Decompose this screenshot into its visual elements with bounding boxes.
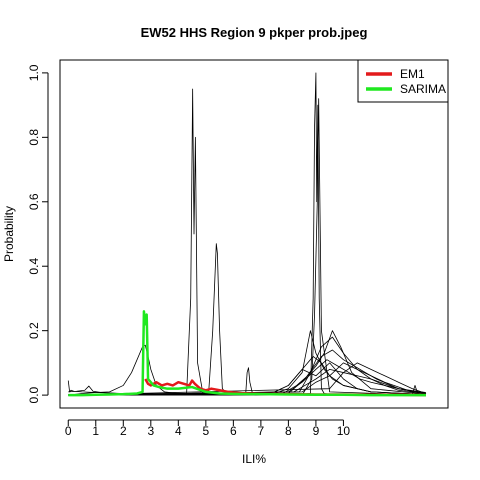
y-tick-label: 0.4 xyxy=(27,258,41,275)
series-line-14 xyxy=(68,362,427,396)
x-tick-label: 9 xyxy=(313,424,320,438)
series-line-3 xyxy=(68,88,426,396)
legend-label-1: SARIMA xyxy=(400,82,446,96)
y-axis: 0.0 0.2 0.4 0.6 0.8 1.0 xyxy=(27,64,49,403)
y-tick-label: 0.6 xyxy=(27,193,41,210)
chart-title: EW52 HHS Region 9 pkper prob.jpeg xyxy=(141,25,368,40)
x-tick-label: 5 xyxy=(203,424,210,438)
y-tick-label: 0.8 xyxy=(27,129,41,146)
x-tick-label: 6 xyxy=(230,424,237,438)
x-tick-label: 2 xyxy=(120,424,127,438)
x-axis-label: ILI% xyxy=(242,452,266,466)
y-tick-label: 1.0 xyxy=(27,64,41,81)
series-line-6 xyxy=(68,72,426,396)
series-line-7 xyxy=(68,98,427,396)
x-tick-label: 3 xyxy=(147,424,154,438)
series-line-16 xyxy=(68,336,427,396)
x-tick-label: 8 xyxy=(285,424,292,438)
series-line-13 xyxy=(68,362,427,396)
series-line-18 xyxy=(68,362,427,396)
y-axis-label: Probability xyxy=(2,206,16,262)
series-line-20 xyxy=(68,310,426,397)
x-tick-label: 4 xyxy=(175,424,182,438)
legend-box xyxy=(357,59,449,103)
x-tick-label: 1 xyxy=(92,424,99,438)
x-tick-label: 0 xyxy=(65,424,72,438)
series-line-10 xyxy=(68,330,427,396)
series-layer xyxy=(67,72,427,397)
plot-frame xyxy=(59,59,449,409)
series-line-9 xyxy=(68,330,427,396)
y-tick-label: 0.0 xyxy=(27,386,41,403)
x-tick-label: 7 xyxy=(258,424,265,438)
legend-label-0: EM1 xyxy=(400,67,425,81)
x-axis: 0 1 2 3 4 5 6 7 8 9 10 xyxy=(65,419,351,438)
x-tick-label: 10 xyxy=(337,424,351,438)
y-tick-label: 0.2 xyxy=(27,322,41,339)
series-line-15 xyxy=(68,349,427,396)
